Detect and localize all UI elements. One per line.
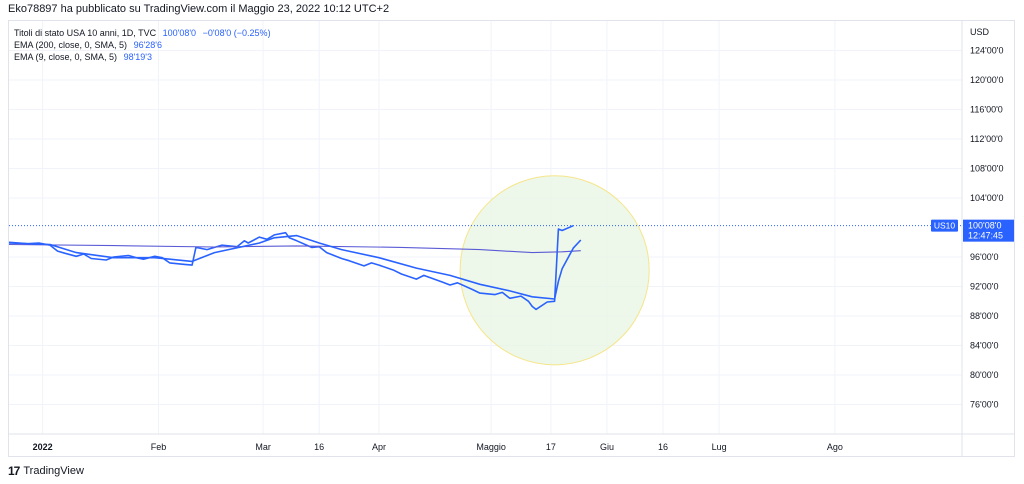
legend-change: −0'08'0 (−0.25%) bbox=[202, 28, 271, 38]
y-tick-label: 84'00'0 bbox=[970, 341, 998, 351]
x-tick-label: 16 bbox=[658, 442, 668, 452]
x-tick-label: Ago bbox=[827, 442, 843, 452]
ema9-series-line bbox=[8, 234, 582, 300]
price-tag-bg bbox=[963, 219, 1014, 242]
y-tick-label: 112'00'0 bbox=[970, 134, 1003, 144]
legend-ema9-row[interactable]: EMA (9, close, 0, SMA, 5) 98'19'3 bbox=[14, 51, 271, 63]
series-layer bbox=[8, 224, 962, 311]
y-tick-label: 120'00'0 bbox=[970, 75, 1003, 85]
legend-ema9-label: EMA (9, close, 0, SMA, 5) bbox=[14, 52, 118, 62]
x-tick-label: 2022 bbox=[33, 442, 53, 452]
price-axis: USD 124'00'0 120'00'0 116'00'0 112'00'0 108'0… bbox=[970, 27, 1003, 410]
y-tick-label: 88'00'0 bbox=[970, 311, 998, 321]
legend-symbol: Titoli di stato USA 10 anni, 1D, TVC bbox=[14, 28, 157, 38]
x-tick-label: 17 bbox=[546, 442, 556, 452]
x-tick-label: Lug bbox=[712, 442, 727, 452]
publish-info: Eko78897 ha pubblicato su TradingView.co… bbox=[8, 3, 390, 15]
y-tick-label: 96'00'0 bbox=[970, 252, 998, 262]
price-tag-countdown: 12:47:45 bbox=[968, 231, 1003, 241]
axis-currency-label: USD bbox=[970, 27, 990, 37]
x-tick-label: Giu bbox=[600, 442, 614, 452]
y-tick-label: 104'00'0 bbox=[970, 193, 1003, 203]
price-tag-layer: US10 100'08'012:47:45 bbox=[931, 219, 1014, 242]
x-tick-label: Maggio bbox=[476, 442, 506, 452]
grid bbox=[9, 21, 1015, 456]
tradingview-logo-icon: 17 bbox=[8, 464, 20, 478]
y-tick-label: 116'00'0 bbox=[970, 105, 1003, 115]
x-tick-label: Feb bbox=[151, 442, 167, 452]
x-tick-label: Apr bbox=[372, 442, 386, 452]
legend-symbol-row[interactable]: Titoli di stato USA 10 anni, 1D, TVC 100… bbox=[14, 27, 271, 39]
legend-ema200-label: EMA (200, close, 0, SMA, 5) bbox=[14, 40, 128, 50]
x-tick-label: Mar bbox=[255, 442, 271, 452]
legend-ema200-value: 96'28'6 bbox=[133, 40, 163, 50]
chart-legend: Titoli di stato USA 10 anni, 1D, TVC 100… bbox=[14, 27, 271, 63]
brand-label: TradingView bbox=[23, 465, 84, 477]
symbol-tag-bg bbox=[931, 219, 958, 232]
symbol-tag-label: US10 bbox=[934, 221, 956, 231]
y-tick-label: 76'00'0 bbox=[970, 400, 998, 410]
y-tick-label: 124'00'0 bbox=[970, 46, 1003, 56]
ema200-series-line bbox=[8, 243, 581, 254]
y-tick-label: 92'00'0 bbox=[970, 282, 998, 292]
x-tick-label: 16 bbox=[314, 442, 324, 452]
highlight-circle bbox=[459, 175, 650, 366]
chart-frame[interactable] bbox=[8, 20, 1015, 457]
legend-ema200-row[interactable]: EMA (200, close, 0, SMA, 5) 96'28'6 bbox=[14, 39, 271, 51]
legend-price: 100'08'0 bbox=[162, 28, 197, 38]
y-tick-label: 108'00'0 bbox=[970, 164, 1003, 174]
tradingview-brand[interactable]: 17 TradingView bbox=[8, 464, 84, 478]
y-tick-label: 80'00'0 bbox=[970, 370, 998, 380]
highlight-circle-layer bbox=[459, 175, 650, 366]
time-axis: 2022 Feb Mar 16 Apr Maggio 17 Giu 16 Lug Ago bbox=[33, 442, 843, 452]
legend-ema9-value: 98'19'3 bbox=[123, 52, 153, 62]
price-tag-price: 100'08'0 bbox=[968, 221, 1001, 231]
